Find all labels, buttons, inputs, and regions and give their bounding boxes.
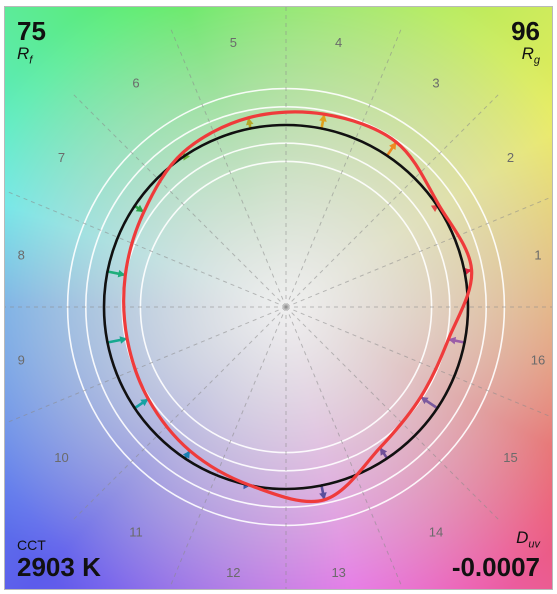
rg-value: 96: [511, 16, 540, 46]
hue-shift-arrowhead: [319, 114, 327, 122]
hue-bin-divider: [285, 29, 402, 308]
reference-circle: [102, 123, 470, 491]
hue-bin-label: 16: [531, 353, 545, 368]
hue-shift-arrowhead: [182, 450, 190, 459]
hue-bin-divider: [73, 94, 287, 308]
color-vector-graphic: 1 2 3 4 5 6 7 8 9 10 11 12 13 14 15 16 75 Rf 96 Rg CCT …: [4, 6, 553, 590]
rf-label: Rf: [17, 45, 46, 69]
hue-bin-label: 15: [503, 450, 517, 465]
duv-value: -0.0007: [451, 552, 540, 582]
hue-bin-label: 8: [18, 247, 25, 262]
test-gamut-layer: [122, 110, 474, 504]
duv-metric: Duv -0.0007: [451, 527, 540, 582]
rg-label-main: R: [521, 44, 534, 63]
rf-label-main: R: [17, 44, 30, 63]
hue-bin-divider: [73, 306, 287, 520]
hue-bin-divider: [285, 306, 402, 585]
hue-shift-arrowhead: [319, 492, 327, 500]
hue-shift-arrowhead: [117, 269, 126, 278]
rg-label: Rg: [511, 45, 540, 69]
duv-label-main: D: [516, 527, 529, 547]
hue-shift-arrowhead: [246, 117, 254, 126]
test-gamut-outline: [122, 110, 474, 504]
hue-shift-arrowhead: [135, 204, 144, 212]
hue-bin-label: 7: [58, 150, 65, 165]
hue-shift-arrowhead: [420, 397, 429, 405]
reference-circle-layer: [102, 123, 470, 491]
hue-bin-label: 14: [429, 524, 443, 539]
hue-bin-label: 1: [534, 247, 541, 262]
hue-bin-label: 3: [432, 76, 439, 91]
hue-bin-label: 4: [335, 35, 342, 50]
hue-bin-divider: [170, 306, 287, 585]
duv-label: Duv: [452, 527, 540, 553]
hue-bin-label: 13: [331, 565, 345, 580]
hue-bin-label: 9: [18, 353, 25, 368]
cct-value: 2903 K: [17, 552, 101, 582]
hue-bin-label: 6: [132, 76, 139, 91]
hue-shift-arrowhead: [119, 336, 128, 344]
hue-bin-label: 2: [507, 150, 514, 165]
duv-label-sub: uv: [528, 538, 540, 550]
hue-shift-vectors: [106, 112, 473, 502]
hue-bin-label: 10: [54, 450, 68, 465]
cct-label: CCT: [17, 537, 46, 553]
rg-metric: 96 Rg: [511, 17, 540, 69]
rg-label-sub: g: [533, 54, 540, 67]
rf-metric: 75 Rf: [17, 17, 46, 69]
hue-color-background: [5, 7, 552, 589]
hue-shift-arrowhead: [140, 399, 149, 407]
hue-bin-label: 5: [230, 35, 237, 50]
rf-value: 75: [17, 16, 46, 46]
hue-bin-divider: [8, 306, 287, 423]
hue-bin-label: 11: [129, 524, 143, 539]
hue-bin-divider: [8, 191, 287, 308]
hue-bin-divider: [285, 306, 552, 418]
rf-label-sub: f: [29, 54, 33, 67]
hue-shift-arrowhead: [389, 142, 397, 150]
hue-bin-dividers: [5, 7, 552, 589]
hue-bin-divider: [285, 196, 552, 308]
hue-shift-arrowhead: [380, 447, 388, 456]
hue-bin-divider: [285, 306, 499, 520]
cct-metric: CCT 2903 K: [17, 537, 101, 581]
hue-bin-divider: [170, 29, 287, 308]
hue-bin-divider: [285, 94, 499, 308]
hue-bin-label: 12: [226, 565, 240, 580]
